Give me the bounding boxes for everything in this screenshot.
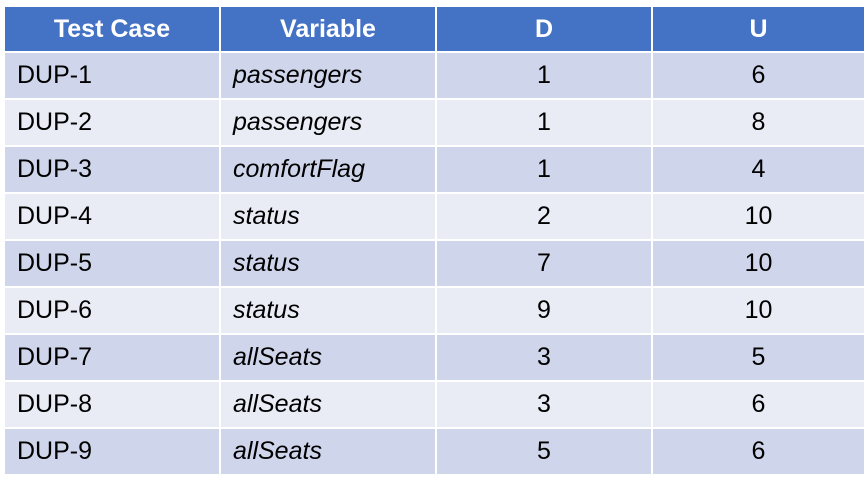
cell-d: 2: [435, 192, 653, 241]
cell-variable: status: [219, 239, 437, 288]
table-row: DUP-4 status 2 10: [3, 192, 866, 241]
cell-test-case: DUP-6: [3, 286, 221, 335]
table-row: DUP-8 allSeats 3 6: [3, 380, 866, 429]
cell-test-case: DUP-1: [3, 51, 221, 100]
cell-d: 3: [435, 380, 653, 429]
cell-test-case: DUP-4: [3, 192, 221, 241]
cell-variable: passengers: [219, 98, 437, 147]
cell-d: 1: [435, 145, 653, 194]
cell-d: 1: [435, 51, 653, 100]
cell-variable: allSeats: [219, 333, 437, 382]
table-row: DUP-9 allSeats 5 6: [3, 427, 866, 476]
table-row: DUP-2 passengers 1 8: [3, 98, 866, 147]
header-row: Test Case Variable D U: [3, 5, 866, 53]
cell-variable: allSeats: [219, 380, 437, 429]
header-u: U: [651, 5, 866, 53]
cell-test-case: DUP-5: [3, 239, 221, 288]
cell-test-case: DUP-8: [3, 380, 221, 429]
cell-variable: status: [219, 286, 437, 335]
cell-test-case: DUP-2: [3, 98, 221, 147]
table-row: DUP-1 passengers 1 6: [3, 51, 866, 100]
cell-u: 10: [651, 286, 866, 335]
cell-test-case: DUP-9: [3, 427, 221, 476]
dup-table: Test Case Variable D U DUP-1 passengers …: [3, 5, 866, 476]
table-row: DUP-7 allSeats 3 5: [3, 333, 866, 382]
cell-u: 6: [651, 380, 866, 429]
cell-variable: allSeats: [219, 427, 437, 476]
header-d: D: [435, 5, 653, 53]
cell-u: 6: [651, 51, 866, 100]
cell-variable: comfortFlag: [219, 145, 437, 194]
cell-u: 6: [651, 427, 866, 476]
cell-test-case: DUP-3: [3, 145, 221, 194]
cell-d: 3: [435, 333, 653, 382]
cell-d: 5: [435, 427, 653, 476]
header-test-case: Test Case: [3, 5, 221, 53]
table-row: DUP-3 comfortFlag 1 4: [3, 145, 866, 194]
table-row: DUP-5 status 7 10: [3, 239, 866, 288]
cell-d: 9: [435, 286, 653, 335]
cell-d: 7: [435, 239, 653, 288]
cell-d: 1: [435, 98, 653, 147]
cell-u: 8: [651, 98, 866, 147]
cell-test-case: DUP-7: [3, 333, 221, 382]
cell-u: 5: [651, 333, 866, 382]
cell-variable: status: [219, 192, 437, 241]
cell-variable: passengers: [219, 51, 437, 100]
cell-u: 4: [651, 145, 866, 194]
header-variable: Variable: [219, 5, 437, 53]
table-row: DUP-6 status 9 10: [3, 286, 866, 335]
cell-u: 10: [651, 239, 866, 288]
cell-u: 10: [651, 192, 866, 241]
